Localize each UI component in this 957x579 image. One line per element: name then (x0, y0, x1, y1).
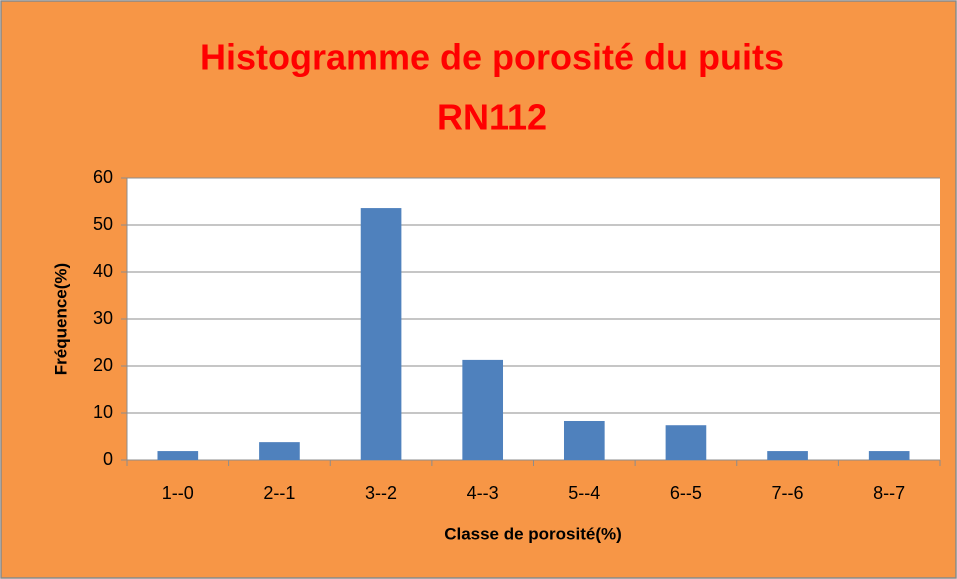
bar (868, 451, 910, 460)
x-tick-label: 2--1 (263, 483, 295, 503)
bar (665, 425, 707, 460)
bar (767, 451, 808, 460)
bar (157, 451, 199, 460)
x-tick-label: 1--0 (162, 483, 194, 503)
y-tick-label: 60 (93, 167, 113, 187)
bar (259, 442, 300, 460)
chart-title: Histogramme de porosité du puits (200, 37, 784, 78)
y-axis-title: Fréquence(%) (51, 263, 70, 375)
y-tick-label: 0 (103, 449, 113, 469)
x-tick-label: 8--7 (873, 483, 905, 503)
bar (462, 359, 504, 460)
x-tick-label: 7--6 (772, 483, 804, 503)
chart-title: RN112 (437, 97, 547, 138)
x-tick-label: 6--5 (670, 483, 702, 503)
y-tick-label: 40 (93, 261, 113, 281)
x-tick-label: 5--4 (568, 483, 600, 503)
y-tick-label: 20 (93, 355, 113, 375)
x-tick-label: 4--3 (467, 483, 499, 503)
x-tick-label: 3--2 (365, 483, 397, 503)
x-axis-title: Classe de porosité(%) (444, 524, 622, 543)
y-tick-label: 10 (93, 402, 113, 422)
bar (360, 208, 402, 460)
bar (563, 420, 605, 460)
y-tick-label: 50 (93, 214, 113, 234)
y-tick-label: 30 (93, 308, 113, 328)
